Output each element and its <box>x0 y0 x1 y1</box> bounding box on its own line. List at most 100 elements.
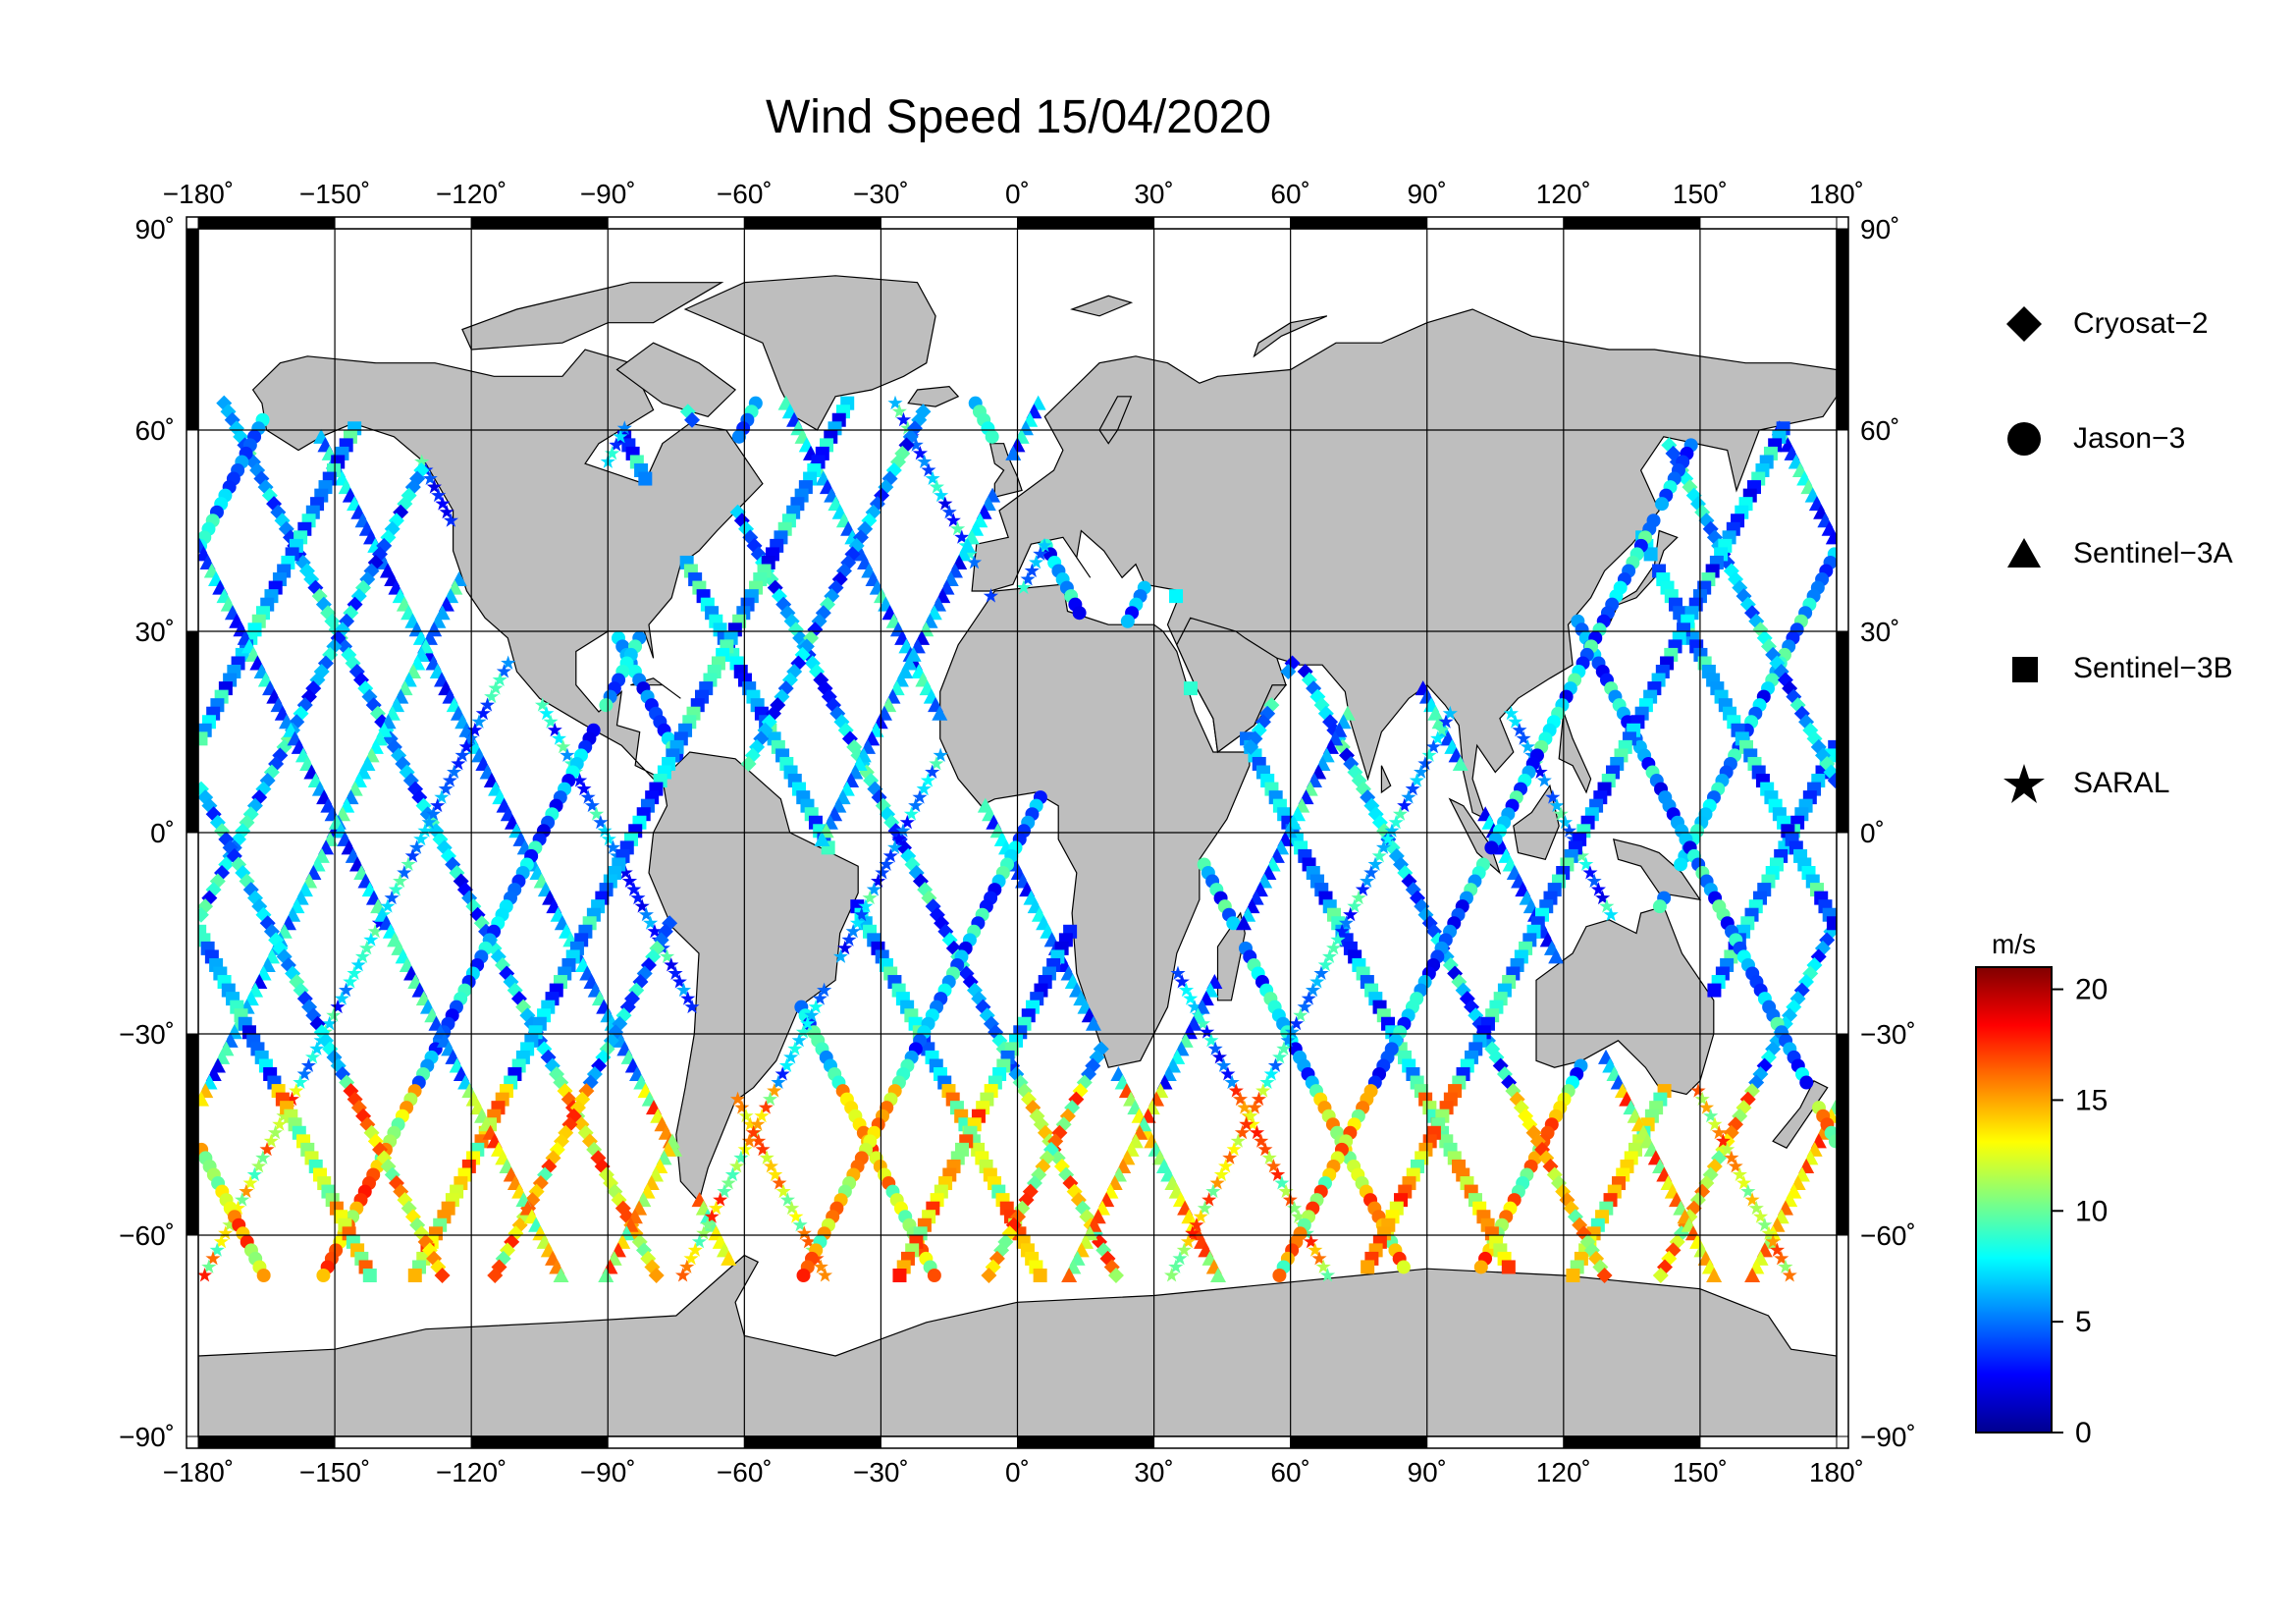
track-marker <box>804 1007 820 1022</box>
track-marker <box>1694 1091 1710 1107</box>
track-marker <box>1317 957 1333 972</box>
track-marker <box>1388 814 1404 830</box>
track-marker <box>354 948 371 963</box>
frame-segment <box>607 216 745 230</box>
track-marker <box>605 445 620 460</box>
track-marker <box>1595 890 1611 905</box>
track-marker <box>1736 1175 1752 1190</box>
track-marker <box>729 1159 745 1173</box>
track-marker <box>775 1183 791 1199</box>
track-marker <box>742 1116 758 1131</box>
frame-segment <box>743 216 881 230</box>
track-marker <box>413 831 429 846</box>
track-marker <box>788 1209 804 1223</box>
lon-tick-label: 0˚ <box>1005 1457 1030 1488</box>
track-marker <box>242 1175 258 1190</box>
track-marker <box>534 697 551 712</box>
track-marker <box>1239 1116 1255 1131</box>
lat-tick-label: −60˚ <box>119 1220 175 1251</box>
track-marker <box>1222 1150 1238 1164</box>
track-marker <box>597 823 613 838</box>
frame-segment <box>186 1234 199 1437</box>
lon-tick-label: −60˚ <box>717 179 773 209</box>
track-marker <box>1216 1057 1232 1072</box>
track-marker <box>1257 1141 1273 1157</box>
track-marker <box>1315 1259 1331 1273</box>
track-marker <box>932 705 948 721</box>
track-marker <box>1371 847 1387 863</box>
track-marker <box>763 1159 778 1173</box>
track-marker <box>1740 1183 1756 1199</box>
track-marker <box>737 1141 753 1157</box>
track-marker <box>601 831 616 846</box>
legend-label: Cryosat−2 <box>2073 307 2209 340</box>
frame-segment <box>1699 1435 1838 1449</box>
track-marker <box>687 1242 703 1257</box>
lon-tick-label: 0˚ <box>1005 179 1030 209</box>
track-marker <box>784 1200 800 1216</box>
track-marker <box>854 906 870 922</box>
track-marker <box>479 697 496 712</box>
track-marker <box>1061 1268 1078 1282</box>
lon-tick-label: 180˚ <box>1809 179 1864 209</box>
track-marker <box>616 420 632 435</box>
track-marker <box>767 1083 782 1098</box>
track-marker <box>949 520 966 536</box>
track-marker <box>1732 1166 1747 1181</box>
track-marker <box>1243 738 1259 755</box>
track-marker <box>1287 1200 1303 1216</box>
track-marker <box>660 948 675 963</box>
track-marker <box>1265 1159 1281 1173</box>
track-marker <box>1220 1066 1236 1081</box>
track-marker <box>1652 899 1667 914</box>
track-marker <box>1037 537 1052 553</box>
track-marker <box>713 1192 728 1207</box>
track-marker <box>397 865 412 880</box>
track-marker <box>421 814 437 830</box>
track-marker <box>1203 1032 1219 1048</box>
lon-tick-label: −180˚ <box>163 179 234 209</box>
track-marker <box>560 747 575 762</box>
legend-item-jason: Jason−3 <box>2002 409 2185 468</box>
track-marker <box>255 1150 271 1164</box>
track-marker <box>309 1041 325 1055</box>
track-marker <box>305 1049 321 1064</box>
track-marker <box>1189 1217 1204 1232</box>
track-marker <box>1720 1141 1735 1157</box>
track-marker <box>1313 965 1329 980</box>
frame-segment <box>1836 630 1849 834</box>
track-marker <box>1698 1100 1715 1114</box>
track-marker <box>1249 1124 1265 1140</box>
land-philippines <box>1558 711 1592 794</box>
track-marker <box>1334 923 1350 939</box>
track-marker <box>1599 898 1615 913</box>
track-marker <box>384 890 400 905</box>
track-marker <box>1508 714 1523 729</box>
track-marker <box>903 806 920 821</box>
track-marker <box>239 1183 254 1199</box>
track-marker <box>426 479 442 494</box>
track-marker <box>1230 1133 1246 1148</box>
track-marker <box>1210 1268 1227 1282</box>
frame-segment <box>1563 216 1701 230</box>
track-marker <box>1351 890 1366 905</box>
track-marker <box>891 404 907 418</box>
map-frame <box>186 216 1849 1449</box>
track-marker <box>454 747 470 762</box>
track-marker <box>929 756 944 771</box>
frame-segment <box>1017 216 1155 230</box>
track-marker <box>1321 948 1338 963</box>
track-marker <box>954 529 970 544</box>
track-marker <box>1085 1015 1101 1031</box>
track-marker <box>1280 1032 1296 1048</box>
track-marker <box>634 898 650 913</box>
track-marker <box>721 1175 736 1190</box>
track-marker <box>1343 906 1359 922</box>
track-marker <box>837 940 853 955</box>
track-marker <box>908 797 924 813</box>
track-marker <box>899 814 915 830</box>
track-marker <box>862 890 878 905</box>
track-marker <box>858 898 874 913</box>
track-marker <box>927 1269 941 1282</box>
track-marker <box>638 471 653 486</box>
